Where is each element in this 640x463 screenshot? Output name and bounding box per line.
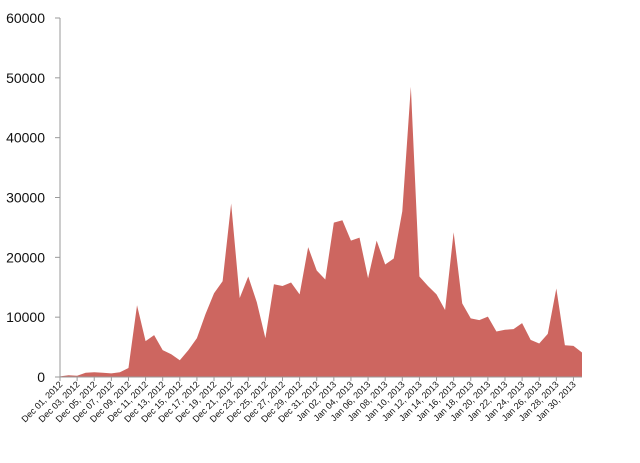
plot-area [60, 86, 582, 377]
y-tick-label: 20000 [6, 249, 45, 265]
y-tick-label: 0 [37, 369, 45, 385]
y-tick-label: 50000 [6, 70, 45, 86]
y-axis-ticks: 0 10000 20000 30000 40000 50000 60000 [6, 10, 60, 385]
y-tick-label: 10000 [6, 309, 45, 325]
series-area [60, 86, 582, 377]
y-tick-label: 40000 [6, 130, 45, 146]
y-tick-label: 30000 [6, 190, 45, 206]
y-tick-label: 60000 [6, 10, 45, 26]
